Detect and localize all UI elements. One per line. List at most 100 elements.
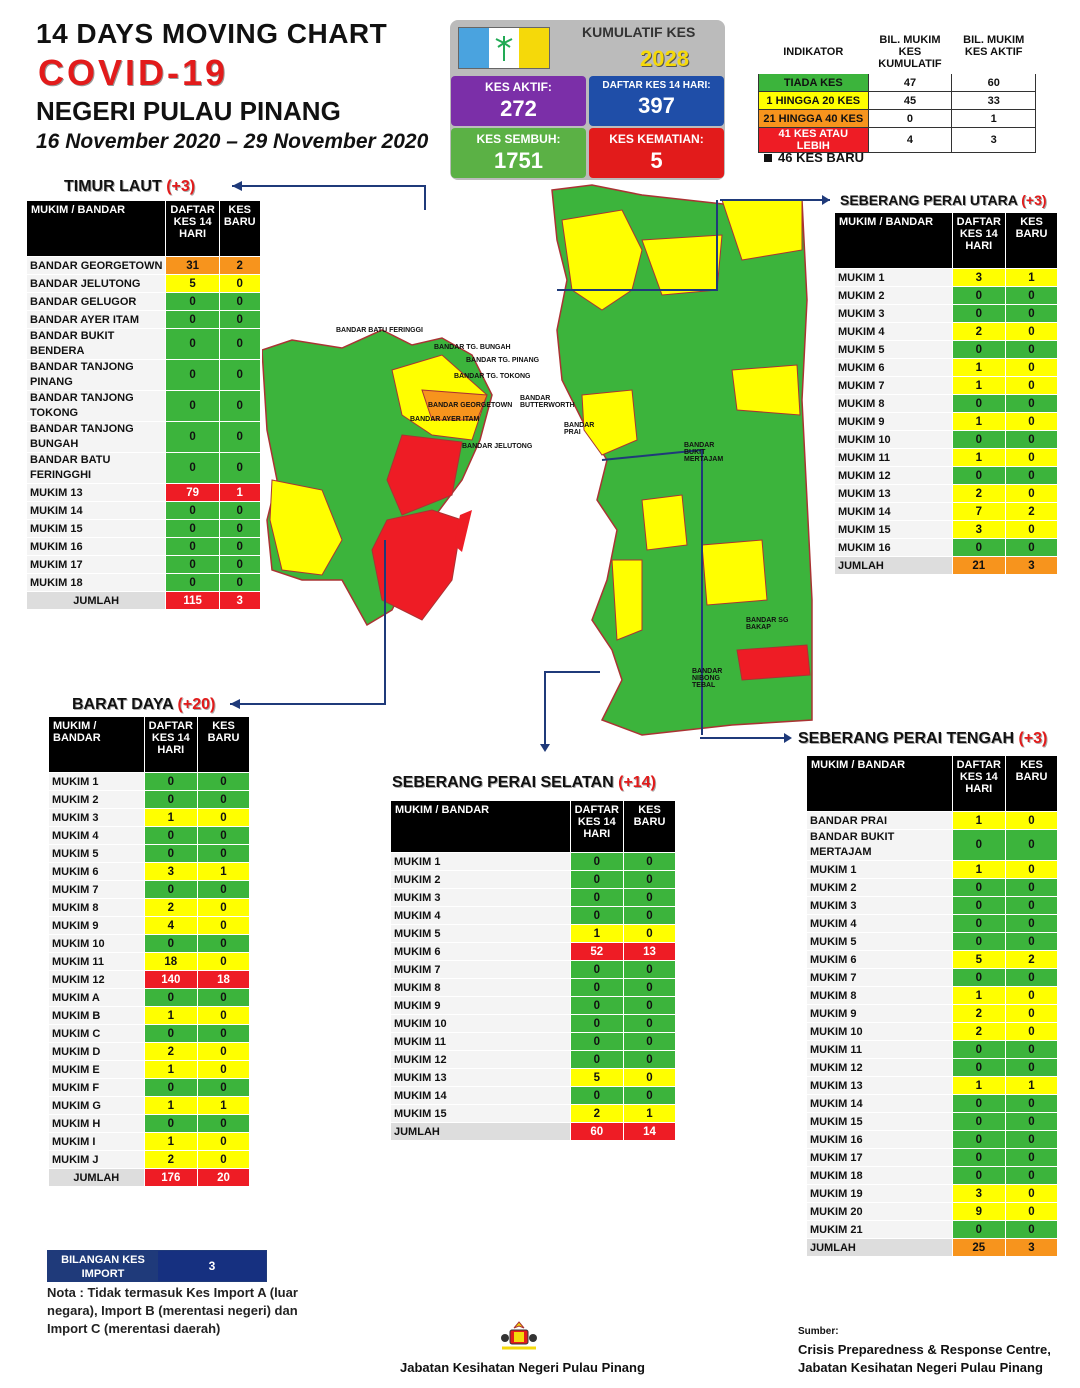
mukim-name: BANDAR BUKIT MERTAJAM: [806, 829, 953, 861]
kes-baru-value: 2: [1005, 950, 1058, 969]
kes-sembuh-value: 1751: [494, 148, 543, 173]
kes-baru-value: 0: [1005, 914, 1058, 933]
daftar-kes-value: 0: [951, 1220, 1007, 1239]
table-spt: MUKIM / BANDAR DAFTAR KES 14 HARI KES BARU…: [806, 755, 1058, 1257]
daftar-kes-value: 0: [951, 914, 1007, 933]
table-row: MUKIM 10 0 0: [390, 1014, 676, 1033]
stat-kes-aktif: KES AKTIF: 272: [451, 76, 586, 126]
kes-baru-value: 1: [197, 862, 250, 881]
table-row: MUKIM 18 0 0: [806, 1166, 1058, 1185]
kes-baru-value: 0: [623, 1032, 676, 1051]
title-sps-text: SEBERANG PERAI SELATAN: [392, 774, 614, 791]
map-mainland-yellow-g: [611, 559, 643, 641]
kes-baru-value: 0: [623, 888, 676, 907]
table-row: MUKIM 15 2 1: [390, 1104, 676, 1123]
kes-baru-value: 0: [1005, 1166, 1058, 1185]
mukim-name: MUKIM 2: [834, 286, 953, 305]
daftar-kes-value: 0: [569, 1086, 625, 1105]
daftar-kes-value: 0: [165, 555, 220, 574]
table-timur-laut: MUKIM / BANDAR DAFTAR KES 14 HARI KES BARU…: [25, 200, 261, 610]
table-row: MUKIM 13 79 1: [25, 483, 261, 502]
map-mainland-yellow-d: [641, 494, 688, 551]
daftar-kes-value: 0: [143, 1114, 199, 1133]
daftar-kes-value: 3: [143, 862, 199, 881]
kes-baru-value: 0: [1005, 896, 1058, 915]
daftar-kes-value: 1: [951, 448, 1007, 467]
kes-baru-value: 0: [197, 1060, 250, 1079]
kes-baru-value: 0: [1005, 466, 1058, 485]
kes-baru-value: 0: [1005, 829, 1058, 861]
total-label: JUMLAH: [834, 556, 953, 575]
title-barat-daya-text: BARAT DAYA: [72, 696, 174, 713]
title-timur-laut-new: (+3): [166, 178, 196, 195]
kes-baru-value: 0: [1005, 1148, 1058, 1167]
kes-kematian-label: KES KEMATIAN:: [609, 132, 704, 146]
legend-indicator: 21 HINGGA 40 KES: [758, 109, 869, 128]
map-georgetown-orange: [421, 389, 488, 421]
daftar-kes-value: 0: [951, 430, 1007, 449]
legend-header-kumulatif: BIL. MUKIM KES KUMULATIF: [867, 30, 953, 74]
kes-baru-value: 0: [1005, 322, 1058, 341]
map-label-tg-tokong: BANDAR TG. TOKONG: [454, 373, 531, 380]
daftar-kes-value: 2: [569, 1104, 625, 1123]
chart-title-line1: 14 DAYS MOVING CHART: [36, 18, 388, 49]
daftar-kes-value: 0: [143, 1078, 199, 1097]
kes-baru-value: 0: [1005, 1058, 1058, 1077]
penang-map: [262, 184, 813, 736]
import-label: BILANGAN KES IMPORT: [48, 1251, 158, 1281]
kes-baru-value: 0: [1005, 986, 1058, 1005]
table-header-cell: DAFTAR KES 14 HARI: [569, 800, 625, 853]
title-sps: SEBERANG PERAI SELATAN (+14): [392, 774, 656, 792]
kes-baru-value: 0: [1005, 1004, 1058, 1023]
table-total-row: JUMLAH 25 3: [806, 1238, 1058, 1257]
kes-baru-value: 0: [1005, 538, 1058, 557]
kes-baru-value: 0: [623, 870, 676, 889]
total-label: JUMLAH: [390, 1122, 571, 1141]
mukim-name: MUKIM 3: [390, 888, 571, 907]
legend-header-indikator: INDIKATOR: [758, 30, 869, 74]
table-row: BANDAR BATU FERINGGHI 0 0: [25, 452, 261, 484]
kes-baru-value: 2: [1005, 502, 1058, 521]
daftar-kes-value: 2: [951, 1004, 1007, 1023]
kes-baru-value: 0: [218, 359, 261, 391]
daftar-kes-value: 1: [143, 1006, 199, 1025]
daftar-kes-value: 0: [951, 896, 1007, 915]
kes-baru-value: 0: [197, 880, 250, 899]
map-label-nibong-tebal: BANDAR NIBONG TEBAL: [692, 668, 723, 689]
daftar-kes-value: 0: [951, 1148, 1007, 1167]
table-row: BANDAR BUKIT BENDERA 0 0: [25, 328, 261, 360]
kes-baru-value: 20: [197, 1168, 250, 1187]
mukim-name: MUKIM 14: [390, 1086, 571, 1105]
kes-baru-value: 0: [197, 1006, 250, 1025]
daftar-kes-value: 5: [951, 950, 1007, 969]
kes-baru-value: 0: [1005, 412, 1058, 431]
legend-row: 21 HINGGA 40 KES 0 1: [758, 109, 1036, 128]
table-row: BANDAR BUKIT MERTAJAM 0 0: [806, 829, 1058, 861]
kes-baru-value: 0: [1005, 448, 1058, 467]
mukim-name: MUKIM 1: [834, 268, 953, 287]
mukim-name: BANDAR GEORGETOWN: [25, 256, 167, 275]
source-line1: Crisis Preparedness & Response Centre,: [798, 1342, 1051, 1357]
kes-baru-value: 0: [1005, 968, 1058, 987]
mukim-name: MUKIM I: [48, 1132, 145, 1151]
mukim-name: BANDAR BUKIT BENDERA: [25, 328, 167, 360]
table-header-cell: MUKIM / BANDAR: [48, 716, 145, 773]
mukim-name: MUKIM 2: [806, 878, 953, 897]
kes-baru-value: 0: [1005, 1040, 1058, 1059]
kes-baru-value: 0: [1005, 340, 1058, 359]
daftar-kes-value: 0: [569, 1032, 625, 1051]
daftar-kes-value: 0: [165, 292, 220, 311]
kes-baru-value: 0: [1005, 358, 1058, 377]
chart-title-covid: COVID-19: [38, 52, 229, 93]
table-row: MUKIM 10 0 0: [834, 430, 1058, 449]
table-row: MUKIM 16 0 0: [834, 538, 1058, 557]
